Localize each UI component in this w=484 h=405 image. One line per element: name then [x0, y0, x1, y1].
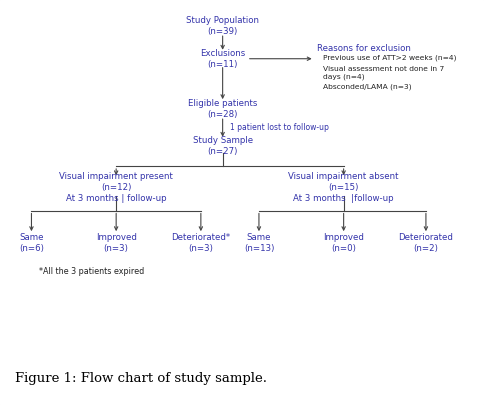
Text: days (n=4): days (n=4)	[323, 74, 365, 80]
Text: 1 patient lost to follow-up: 1 patient lost to follow-up	[230, 123, 329, 132]
Text: Improved
(n=3): Improved (n=3)	[96, 233, 136, 253]
Text: Exclusions
(n=11): Exclusions (n=11)	[200, 49, 245, 69]
Text: Same
(n=6): Same (n=6)	[19, 233, 44, 253]
Text: Visual impairment present
(n=12)
At 3 months | follow-up: Visual impairment present (n=12) At 3 mo…	[59, 171, 173, 203]
Text: Reasons for exclusion: Reasons for exclusion	[317, 44, 411, 53]
Text: Absconded/LAMA (n=3): Absconded/LAMA (n=3)	[323, 83, 412, 90]
Text: *All the 3 patients expired: *All the 3 patients expired	[39, 267, 144, 276]
Text: Deteriorated
(n=2): Deteriorated (n=2)	[398, 233, 454, 253]
Text: Improved
(n=0): Improved (n=0)	[323, 233, 364, 253]
Text: Deteriorated*
(n=3): Deteriorated* (n=3)	[171, 233, 230, 253]
Text: Eligible patients
(n=28): Eligible patients (n=28)	[188, 99, 257, 119]
Text: Figure 1: Flow chart of study sample.: Figure 1: Flow chart of study sample.	[15, 372, 267, 385]
Text: Previous use of ATT>2 weeks (n=4): Previous use of ATT>2 weeks (n=4)	[323, 55, 457, 61]
Text: Study Population
(n=39): Study Population (n=39)	[186, 16, 259, 36]
Text: Visual assessment not done in 7: Visual assessment not done in 7	[323, 66, 445, 72]
Text: Same
(n=13): Same (n=13)	[244, 233, 274, 253]
Text: Visual impairment absent
(n=15)
At 3 months  |follow-up: Visual impairment absent (n=15) At 3 mon…	[288, 171, 399, 203]
Text: Study Sample
(n=27): Study Sample (n=27)	[193, 136, 253, 156]
